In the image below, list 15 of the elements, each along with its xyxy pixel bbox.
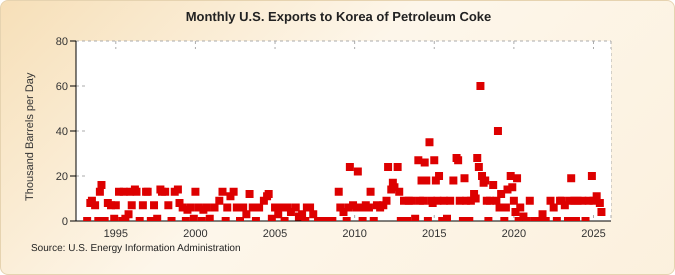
x-tick-label: 1995 bbox=[104, 228, 128, 240]
x-tick-label: 2025 bbox=[581, 228, 606, 240]
chart-title: Monthly U.S. Exports to Korea of Petroleum Coke bbox=[184, 9, 492, 24]
x-tick-label: 2020 bbox=[502, 228, 526, 240]
x-tick-label: 2010 bbox=[342, 228, 367, 240]
y-tick-label: 20 bbox=[56, 170, 68, 183]
y-tick-label: 60 bbox=[56, 80, 68, 93]
source-note: Source: U.S. Energy Information Administration bbox=[31, 243, 241, 254]
x-tick-label: 2000 bbox=[183, 228, 208, 240]
x-tick-label: 2005 bbox=[262, 228, 288, 240]
y-tick-label: 80 bbox=[56, 36, 68, 48]
y-axis-title: Thousand Barrels per Day bbox=[24, 72, 36, 201]
y-tick-label: 40 bbox=[56, 126, 68, 138]
x-tick-label: 2015 bbox=[422, 228, 446, 240]
y-tick-label: 0 bbox=[62, 216, 68, 228]
